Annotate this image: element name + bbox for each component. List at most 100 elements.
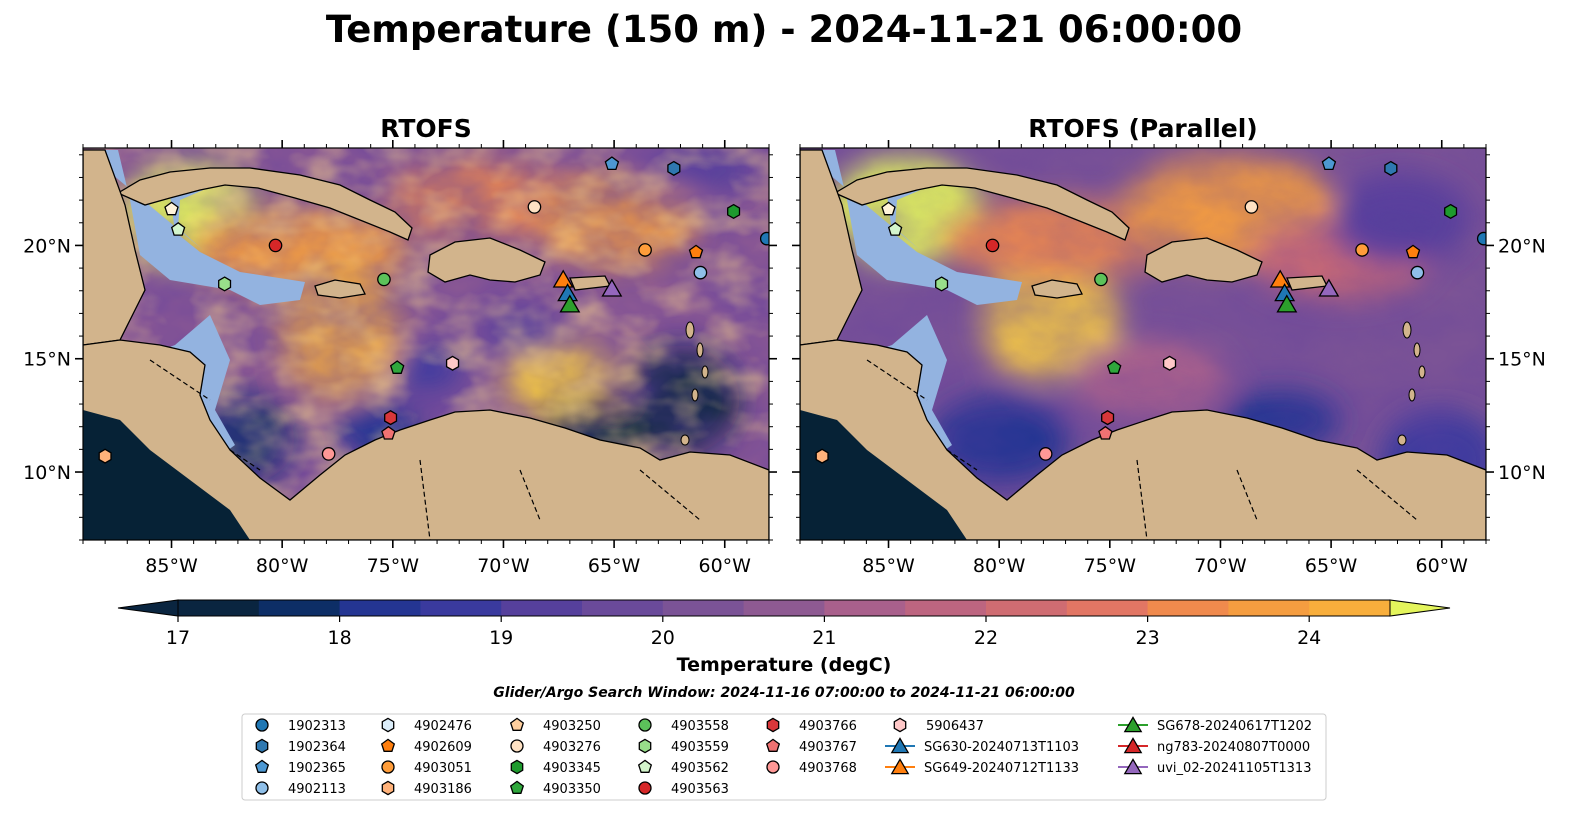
marker-1902313 xyxy=(1476,231,1486,246)
map-frame xyxy=(82,147,770,541)
lon-tick-label: 80°W xyxy=(256,555,309,577)
map-panel-parallel: RTOFS (Parallel) xyxy=(792,114,1546,577)
legend-marker xyxy=(638,781,652,795)
legend: 1902313 1902364 1902365 4902113 4902476 49026… xyxy=(241,713,1327,801)
legend-label: 5906437 xyxy=(926,719,984,734)
colorbar-tick-label: 18 xyxy=(328,627,352,649)
cuba xyxy=(116,167,413,241)
colorbar-tick-label: 23 xyxy=(1136,627,1160,649)
legend-label: 4903558 xyxy=(671,719,729,734)
colorbar-tick-label: 19 xyxy=(489,627,513,649)
legend-label: 4903250 xyxy=(543,719,601,734)
lon-tick-label: 85°W xyxy=(862,555,915,577)
legend-marker xyxy=(255,781,269,795)
legend-label: uvi_02-20241105T1313 xyxy=(1157,761,1311,776)
legend-label: 1902365 xyxy=(288,761,346,776)
lon-tick-label: 70°W xyxy=(477,555,530,577)
legend-marker xyxy=(380,738,396,752)
legend-marker xyxy=(255,718,269,732)
hispaniola xyxy=(427,237,546,283)
legend-marker xyxy=(637,759,653,773)
marker-4903051 xyxy=(1355,243,1369,257)
marker-1902364 xyxy=(667,160,681,176)
legend-marker xyxy=(381,717,395,733)
legend-marker xyxy=(255,738,269,754)
marker-uvi_02-20241105T1313 xyxy=(1318,278,1340,297)
marker-4903562 xyxy=(170,221,186,236)
axis-parallel: 85°W 80°W 75°W 70°W 65°W 60°W 10°N 15°N 20°N xyxy=(792,140,1546,577)
marker-4903276 xyxy=(527,200,542,214)
marker-4902609 xyxy=(1405,244,1421,259)
colorbar-bin xyxy=(743,600,825,616)
axis-rtofs: 85°W 80°W 75°W 70°W 65°W 60°W 10°N 15°N 20°N xyxy=(23,140,777,577)
marker-4903051 xyxy=(638,243,652,257)
marker-4903350 xyxy=(1106,360,1122,374)
marker-4903350 xyxy=(389,360,405,374)
colorbar-bin xyxy=(1309,600,1391,616)
panel-title-rtofs: RTOFS xyxy=(380,114,472,143)
marker-4903558 xyxy=(377,272,391,287)
search-window: Glider/Argo Search Window: 2024-11-16 07… xyxy=(493,685,1075,701)
marker-4902476 xyxy=(164,201,179,216)
lat-tick-label: 15°N xyxy=(1498,349,1546,371)
marker-4903767 xyxy=(1098,425,1113,440)
legend-marker xyxy=(509,780,525,794)
colorbar-bin xyxy=(258,600,341,616)
marker-1902365 xyxy=(604,156,620,171)
colorbar-bin xyxy=(662,600,745,616)
legend-marker xyxy=(638,738,652,754)
land-rtofs xyxy=(83,149,769,540)
lon-tick-label: 70°W xyxy=(1194,555,1247,577)
map-panel-rtofs: RTOFS xyxy=(23,114,777,577)
marker-1902365 xyxy=(1321,156,1337,171)
legend-marker xyxy=(893,717,907,733)
legend-label: ng783-20240807T0000 xyxy=(1157,740,1310,755)
colorbar-bin xyxy=(420,600,502,616)
lat-tick-label: 10°N xyxy=(1498,462,1546,484)
observation-markers-parallel xyxy=(815,156,1486,464)
lat-tick-label: 20°N xyxy=(23,235,71,257)
marker-4903766 xyxy=(1101,410,1115,426)
legend-label: 4903563 xyxy=(671,782,729,797)
legend-marker xyxy=(890,737,910,754)
legend-marker xyxy=(1123,716,1143,733)
colorbar-tick-label: 17 xyxy=(166,627,190,649)
lon-tick-label: 65°W xyxy=(1305,555,1358,577)
marker-uvi_02-20241105T1313 xyxy=(601,278,623,297)
legend-marker xyxy=(638,718,652,732)
legend-marker xyxy=(254,759,270,773)
colorbar-tick-label: 24 xyxy=(1297,627,1321,649)
lon-tick-label: 80°W xyxy=(973,555,1026,577)
colorbar-bin xyxy=(339,600,421,616)
marker-4903276 xyxy=(1244,200,1259,214)
legend-label: 4903562 xyxy=(671,761,729,776)
legend-marker xyxy=(766,760,780,774)
map-frame xyxy=(799,147,1487,541)
colorbar: 17 18 19 20 21 22 23 24 xyxy=(117,599,1451,649)
lon-tick-label: 65°W xyxy=(588,555,641,577)
legend-label: 4903345 xyxy=(543,761,601,776)
lon-tick-label: 60°W xyxy=(1416,555,1469,577)
colorbar-tick-label: 22 xyxy=(974,627,998,649)
legend-label: 4903051 xyxy=(414,761,472,776)
marker-4903563 xyxy=(268,238,283,253)
legend-label: 4903766 xyxy=(799,719,857,734)
colorbar-bin xyxy=(1147,600,1229,616)
marker-4903345 xyxy=(1444,203,1458,220)
legend-marker xyxy=(890,758,910,775)
marker-4903768 xyxy=(321,447,336,461)
colorbar-bin xyxy=(986,600,1068,616)
legend-marker xyxy=(510,759,524,775)
legend-label: 4903276 xyxy=(543,740,601,755)
legend-label: SG630-20240713T1103 xyxy=(924,740,1079,755)
marker-1902313 xyxy=(759,231,769,246)
jamaica xyxy=(314,279,366,299)
colorbar-bin xyxy=(824,600,906,616)
marker-4903766 xyxy=(384,410,398,426)
marker-SG678-20240617T1202 xyxy=(1276,294,1298,313)
colorbar-bin xyxy=(582,600,664,616)
legend-marker xyxy=(510,739,524,753)
central-south-america xyxy=(83,339,769,540)
colorbar-frame xyxy=(177,599,1391,617)
legend-label: 4902476 xyxy=(414,719,472,734)
